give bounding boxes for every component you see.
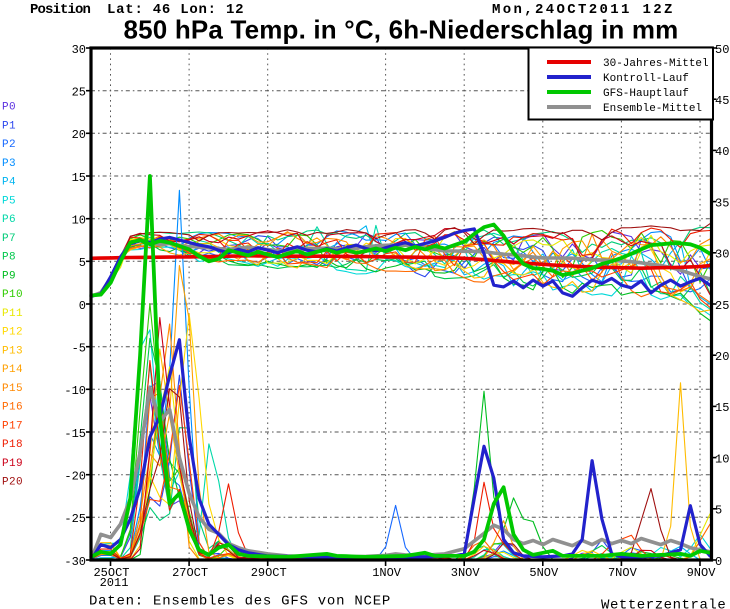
svg-text:15: 15 <box>715 401 729 415</box>
svg-text:P3: P3 <box>2 158 16 170</box>
svg-text:P6: P6 <box>2 214 16 226</box>
svg-text:20: 20 <box>715 350 729 364</box>
svg-text:-5: -5 <box>72 341 86 355</box>
svg-text:5: 5 <box>79 256 86 270</box>
svg-text:30: 30 <box>715 248 729 262</box>
svg-text:29OCT: 29OCT <box>251 566 287 580</box>
svg-text:10: 10 <box>715 452 729 466</box>
svg-text:P8: P8 <box>2 252 16 264</box>
svg-text:1NOV: 1NOV <box>372 566 402 580</box>
svg-text:15: 15 <box>72 171 86 185</box>
svg-text:P0: P0 <box>2 102 16 114</box>
svg-text:P20: P20 <box>2 477 23 489</box>
svg-text:35: 35 <box>715 196 729 210</box>
svg-text:25: 25 <box>715 299 729 313</box>
svg-text:-25: -25 <box>64 512 86 526</box>
svg-text:Lat: 46 Lon: 12: Lat: 46 Lon: 12 <box>107 2 244 18</box>
svg-text:P1: P1 <box>2 120 16 132</box>
svg-text:3NOV: 3NOV <box>451 566 481 580</box>
svg-text:7NOV: 7NOV <box>608 566 638 580</box>
svg-text:P13: P13 <box>2 345 23 357</box>
svg-text:5NOV: 5NOV <box>529 566 559 580</box>
svg-text:Kontroll-Lauf: Kontroll-Lauf <box>603 73 689 85</box>
svg-text:P19: P19 <box>2 458 23 470</box>
svg-text:30: 30 <box>72 43 86 57</box>
svg-text:P4: P4 <box>2 177 16 189</box>
svg-text:Daten: Ensembles des GFS von N: Daten: Ensembles des GFS von NCEP <box>89 594 391 609</box>
svg-text:Wetterzentrale: Wetterzentrale <box>601 598 726 609</box>
svg-text:P2: P2 <box>2 139 16 151</box>
svg-text:P14: P14 <box>2 364 23 376</box>
svg-text:P16: P16 <box>2 402 23 414</box>
svg-text:-10: -10 <box>64 384 86 398</box>
svg-text:50: 50 <box>715 43 729 57</box>
svg-text:40: 40 <box>715 145 729 159</box>
svg-text:GFS-Hauptlauf: GFS-Hauptlauf <box>603 88 689 100</box>
svg-text:-20: -20 <box>64 469 86 483</box>
svg-text:P11: P11 <box>2 308 23 320</box>
svg-text:Mon,24OCT2011 12Z: Mon,24OCT2011 12Z <box>492 2 675 18</box>
svg-text:25: 25 <box>72 85 86 99</box>
svg-text:20: 20 <box>72 128 86 142</box>
svg-text:9NOV: 9NOV <box>687 566 717 580</box>
svg-text:-15: -15 <box>64 427 86 441</box>
svg-text:45: 45 <box>715 94 729 108</box>
svg-text:10: 10 <box>72 213 86 227</box>
svg-text:P12: P12 <box>2 327 23 339</box>
svg-text:P9: P9 <box>2 270 16 282</box>
svg-text:5: 5 <box>715 504 722 518</box>
svg-text:P7: P7 <box>2 233 16 245</box>
svg-text:P15: P15 <box>2 383 23 395</box>
svg-text:Position: Position <box>30 2 91 18</box>
svg-text:0: 0 <box>79 299 86 313</box>
svg-text:-30: -30 <box>64 555 86 569</box>
svg-text:0: 0 <box>715 555 722 569</box>
svg-text:2011: 2011 <box>100 576 129 590</box>
svg-text:P10: P10 <box>2 289 23 301</box>
svg-text:850 hPa Temp. in °C, 6h-Nieder: 850 hPa Temp. in °C, 6h-Niederschlag in … <box>124 15 679 45</box>
svg-text:Ensemble-Mittel: Ensemble-Mittel <box>603 103 702 115</box>
svg-text:P17: P17 <box>2 420 23 432</box>
svg-text:P18: P18 <box>2 439 23 451</box>
svg-text:P5: P5 <box>2 195 16 207</box>
svg-text:25OCT: 25OCT <box>93 566 129 580</box>
svg-text:27OCT: 27OCT <box>172 566 208 580</box>
svg-text:30-Jahres-Mittel: 30-Jahres-Mittel <box>603 58 709 70</box>
